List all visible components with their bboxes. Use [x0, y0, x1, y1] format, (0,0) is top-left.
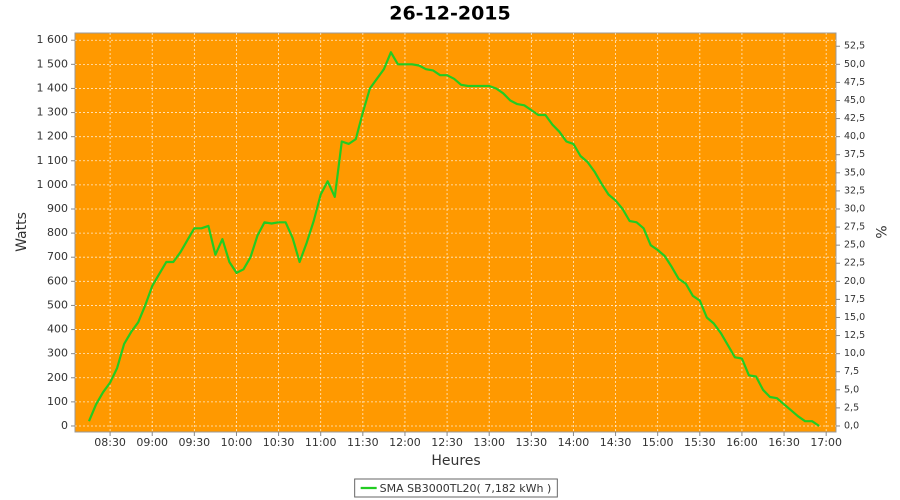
x-tick-label: 12:30	[431, 436, 463, 449]
x-axis-title: Heures	[431, 453, 480, 469]
y2-tick-label: 37,5	[844, 149, 865, 160]
y-tick-label: 300	[47, 347, 68, 360]
y2-tick-label: 17,5	[844, 294, 865, 305]
x-tick-label: 10:00	[221, 436, 253, 449]
y2-tick-label: 0,0	[844, 420, 859, 431]
y2-tick-label: 27,5	[844, 222, 865, 233]
x-tick-label: 12:00	[389, 436, 421, 449]
y2-tick-label: 15,0	[844, 312, 865, 323]
y2-tick-label: 52,5	[844, 41, 865, 52]
x-tick-label: 08:30	[94, 436, 126, 449]
y2-tick-label: 47,5	[844, 77, 865, 88]
y-tick-label: 1 200	[37, 130, 69, 143]
y-axis-title: Watts	[14, 212, 30, 252]
x-tick-label: 11:00	[305, 436, 337, 449]
y2-tick-label: 40,0	[844, 131, 865, 142]
y2-tick-label: 12,5	[844, 330, 865, 341]
y2-tick-label: 5,0	[844, 384, 859, 395]
x-tick-label: 16:00	[726, 436, 758, 449]
x-tick-label: 09:30	[178, 436, 210, 449]
y2-tick-label: 20,0	[844, 276, 865, 287]
y-tick-label: 1 100	[37, 154, 69, 167]
y-tick-label: 400	[47, 323, 68, 336]
x-tick-label: 16:30	[768, 436, 800, 449]
y-tick-label: 1 300	[37, 106, 69, 119]
x-tick-label: 14:00	[558, 436, 590, 449]
legend-label: SMA SB3000TL20( 7,182 kWh )	[380, 482, 552, 495]
y-tick-label: 500	[47, 298, 68, 311]
y-tick-label: 1 600	[37, 33, 69, 46]
y2-tick-label: 30,0	[844, 203, 865, 214]
x-tick-label: 17:00	[810, 436, 842, 449]
chart-title: 26-12-2015	[389, 3, 511, 25]
x-tick-label: 13:00	[473, 436, 505, 449]
y-tick-label: 100	[47, 395, 68, 408]
x-tick-label: 11:30	[347, 436, 379, 449]
y2-tick-label: 50,0	[844, 59, 865, 70]
y2-tick-label: 35,0	[844, 167, 865, 178]
y-tick-label: 900	[47, 202, 68, 215]
y2-tick-label: 42,5	[844, 113, 865, 124]
y-tick-label: 600	[47, 274, 68, 287]
legend: SMA SB3000TL20( 7,182 kWh )	[354, 478, 558, 498]
legend-box	[354, 478, 558, 498]
y2-tick-label: 45,0	[844, 95, 865, 106]
x-tick-label: 13:30	[515, 436, 547, 449]
x-tick-label: 15:00	[642, 436, 674, 449]
y2-axis-title: %	[872, 225, 888, 238]
y-tick-label: 1 400	[37, 81, 69, 94]
y2-tick-label: 7,5	[844, 366, 859, 377]
y2-tick-label: 32,5	[844, 185, 865, 196]
plot-background	[74, 32, 837, 433]
x-tick-label: 15:30	[684, 436, 716, 449]
x-tick-label: 10:30	[263, 436, 295, 449]
x-tick-label: 09:00	[136, 436, 168, 449]
y2-tick-label: 2,5	[844, 402, 859, 413]
data-line	[87, 51, 820, 427]
y-tick-label: 700	[47, 250, 68, 263]
y-tick-label: 1 000	[37, 178, 69, 191]
y2-tick-label: 22,5	[844, 258, 865, 269]
y-tick-label: 800	[47, 226, 68, 239]
y2-tick-label: 25,0	[844, 240, 865, 251]
y-tick-label: 200	[47, 371, 68, 384]
x-tick-label: 14:30	[600, 436, 632, 449]
y2-tick-label: 10,0	[844, 348, 865, 359]
y-tick-label: 1 500	[37, 57, 69, 70]
y-tick-label: 0	[61, 419, 68, 432]
